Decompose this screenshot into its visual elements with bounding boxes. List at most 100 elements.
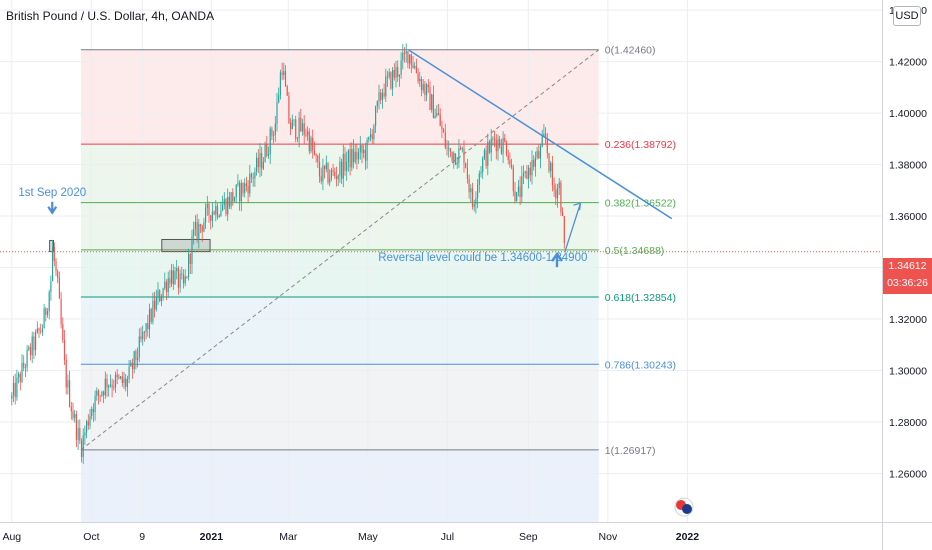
candle-body — [366, 139, 368, 161]
candle-body — [536, 151, 538, 158]
candle-body — [298, 117, 300, 139]
candle-body — [91, 408, 93, 417]
candle-body — [361, 145, 363, 154]
candle-body — [339, 161, 341, 176]
candle-body — [254, 171, 256, 179]
candle-body — [335, 176, 338, 180]
candle-body — [429, 86, 431, 110]
candle-body — [182, 274, 185, 284]
candle-body — [315, 154, 317, 156]
candle-body — [397, 66, 399, 77]
candle-body — [160, 297, 162, 302]
candle-body — [218, 215, 220, 217]
candle-body — [82, 435, 84, 457]
candle-body — [113, 387, 115, 389]
fib-zone — [80, 364, 599, 450]
candle-body — [131, 362, 134, 370]
fib-label-0.5: 0.5(1.34688) — [605, 245, 665, 257]
candle-body — [21, 362, 23, 383]
candle-body — [283, 71, 285, 75]
candle-body — [327, 163, 329, 183]
candle-body — [104, 378, 106, 396]
candle-body — [40, 330, 42, 332]
candle-body — [232, 192, 234, 202]
candle-body — [473, 204, 475, 207]
currency-button[interactable]: USD — [893, 6, 921, 26]
candle-body — [16, 377, 18, 398]
candle-body — [461, 148, 463, 150]
candle-body — [468, 178, 470, 193]
candle-body — [546, 137, 548, 154]
candle-body — [172, 270, 174, 285]
candle-body — [177, 268, 179, 288]
candle-body — [257, 157, 259, 168]
candle-body — [235, 184, 237, 198]
bar-countdown: 03:36:26 — [887, 277, 928, 289]
candle-body — [116, 374, 118, 377]
candle-body — [490, 138, 492, 153]
candle-body — [276, 102, 278, 124]
candle-body — [453, 153, 455, 162]
candle-body — [92, 408, 94, 413]
x-tick-label: 2022 — [676, 531, 700, 543]
candle-body — [431, 94, 433, 110]
candle-body — [50, 281, 52, 292]
candle-body — [137, 357, 139, 361]
candle-body — [448, 148, 450, 150]
candle-body — [286, 86, 288, 96]
time-axis: Aug Oct 9 2021 Mar May Jul Sep Nov 2022 — [0, 522, 932, 543]
candle-body — [307, 131, 309, 136]
candle-body — [106, 378, 108, 388]
candle-body — [171, 270, 173, 284]
candle-body — [419, 79, 421, 82]
candle-body — [465, 163, 467, 169]
candle-body — [216, 205, 219, 217]
candle-body — [494, 138, 496, 141]
candle-body — [11, 395, 13, 399]
support-zone — [161, 238, 211, 253]
candle-body — [67, 380, 69, 388]
candle-body — [242, 183, 244, 193]
fib-label-0.618: 0.618(1.32854) — [605, 292, 676, 304]
candle-body — [28, 347, 30, 350]
candle-body — [439, 114, 441, 126]
candle-body — [312, 137, 314, 151]
candle-body — [427, 84, 429, 87]
candle-body — [533, 159, 535, 167]
x-tick-label: Mar — [279, 531, 298, 543]
down-arrow-icon — [47, 201, 58, 215]
candle-body — [220, 210, 222, 216]
candle-body — [409, 54, 411, 64]
candle-body — [36, 328, 38, 333]
candle-body — [169, 278, 171, 284]
candle-body — [244, 183, 246, 193]
candle-body — [497, 139, 499, 152]
candle-body — [184, 276, 186, 284]
candle-body — [415, 66, 417, 74]
candle-body — [310, 137, 312, 152]
candle-body — [233, 197, 236, 202]
candle-body — [475, 198, 477, 205]
candle-body — [385, 76, 387, 97]
candle-body — [140, 336, 142, 340]
candle-body — [553, 184, 555, 191]
candle-body — [342, 153, 344, 179]
candle-body — [543, 133, 545, 137]
candle-body — [101, 391, 103, 396]
candle-body — [373, 125, 375, 140]
candle-body — [223, 199, 225, 206]
fib-label-0.786: 0.786(1.30243) — [605, 359, 676, 371]
candle-body — [308, 131, 310, 152]
candle-body — [541, 136, 543, 147]
candle-body — [402, 52, 404, 61]
candle-body — [189, 253, 191, 264]
candle-body — [245, 183, 247, 186]
candle-body — [143, 331, 145, 333]
candle-body — [519, 186, 521, 198]
candle-body — [80, 440, 83, 457]
fib-label-1: 1(1.26917) — [605, 445, 656, 457]
candle-body — [529, 167, 531, 176]
candle-body — [213, 211, 215, 215]
candle-body — [562, 212, 564, 216]
